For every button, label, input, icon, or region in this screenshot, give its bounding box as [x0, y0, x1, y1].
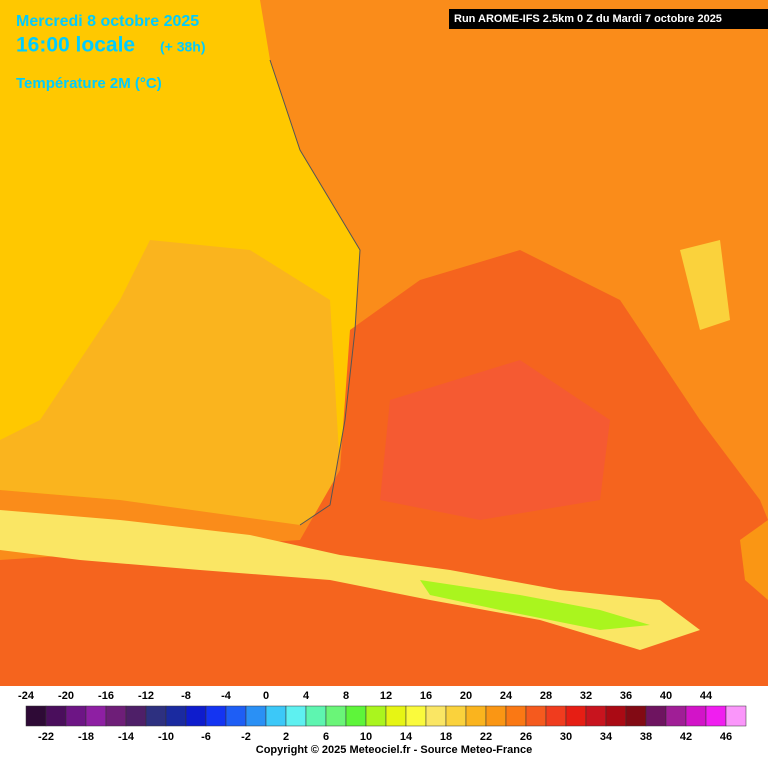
legend-label: 26 — [520, 731, 532, 743]
legend-label: 4 — [303, 690, 310, 702]
legend-label: -24 — [18, 690, 35, 702]
legend-swatch — [585, 705, 607, 727]
legend-label: 36 — [620, 690, 632, 702]
legend-swatch — [465, 705, 487, 727]
legend-swatch — [245, 705, 267, 727]
legend-label: 42 — [680, 731, 692, 743]
legend-swatch — [325, 705, 347, 727]
legend-swatch — [225, 705, 247, 727]
legend-swatch — [605, 705, 627, 727]
legend-swatch — [285, 705, 307, 727]
legend-swatch — [445, 705, 467, 727]
legend-label: 32 — [580, 690, 592, 702]
variable: Température 2M (°C) — [16, 75, 162, 92]
legend-swatch — [165, 705, 187, 727]
legend-label: 24 — [500, 690, 513, 702]
legend-label: -12 — [138, 690, 154, 702]
legend-swatch — [485, 705, 507, 727]
legend-label: 40 — [660, 690, 672, 702]
legend-label: 28 — [540, 690, 552, 702]
legend-label: 18 — [440, 731, 452, 743]
copyright: Copyright © 2025 Meteociel.fr - Source M… — [256, 744, 532, 756]
legend-label: 44 — [700, 690, 713, 702]
date: Mercredi 8 octobre 2025 — [16, 13, 199, 30]
legend-swatch — [105, 705, 127, 727]
legend-swatch — [345, 705, 367, 727]
run-info: Run AROME-IFS 2.5km 0 Z du Mardi 7 octob… — [454, 13, 722, 25]
legend-label: 30 — [560, 731, 572, 743]
legend-swatch — [85, 705, 107, 727]
legend-swatch — [205, 705, 227, 727]
legend-background — [0, 686, 768, 768]
legend-swatch — [545, 705, 567, 727]
legend-label: -22 — [38, 731, 54, 743]
legend-label: -14 — [118, 731, 135, 743]
legend-swatch — [145, 705, 167, 727]
legend-swatch — [25, 705, 47, 727]
legend-swatch — [685, 705, 707, 727]
legend-swatch — [725, 705, 747, 727]
legend-swatch — [525, 705, 547, 727]
legend-label: -8 — [181, 690, 191, 702]
legend-swatch — [265, 705, 287, 727]
legend-swatch — [705, 705, 727, 727]
legend-label: 20 — [460, 690, 472, 702]
legend-swatch — [505, 705, 527, 727]
legend-swatch — [625, 705, 647, 727]
legend-label: 0 — [263, 690, 269, 702]
legend-label: 22 — [480, 731, 492, 743]
legend-swatch — [185, 705, 207, 727]
legend-label: -6 — [201, 731, 211, 743]
legend-swatch — [385, 705, 407, 727]
hot-zone — [380, 360, 610, 520]
legend-swatch — [45, 705, 67, 727]
legend-label: 12 — [380, 690, 392, 702]
time: 16:00 locale — [16, 34, 135, 57]
offset: (+ 38h) — [160, 39, 206, 55]
legend-label: 38 — [640, 731, 652, 743]
legend-swatch — [665, 705, 687, 727]
legend-swatch — [425, 705, 447, 727]
legend-label: 10 — [360, 731, 372, 743]
legend-swatch — [305, 705, 327, 727]
sea-east — [740, 520, 768, 600]
legend-label: -18 — [78, 731, 94, 743]
legend-label: 8 — [343, 690, 349, 702]
legend-swatch — [365, 705, 387, 727]
legend-label: 34 — [600, 731, 613, 743]
legend-label: 16 — [420, 690, 432, 702]
legend-label: -10 — [158, 731, 174, 743]
legend-label: 46 — [720, 731, 732, 743]
legend-label: -4 — [221, 690, 232, 702]
legend-label: 2 — [283, 731, 289, 743]
legend-swatch — [125, 705, 147, 727]
legend-swatch — [65, 705, 87, 727]
legend-label: 14 — [400, 731, 413, 743]
legend-label: -2 — [241, 731, 251, 743]
sea-south — [0, 240, 340, 530]
legend-swatch — [405, 705, 427, 727]
legend-label: -20 — [58, 690, 74, 702]
legend-label: 6 — [323, 731, 329, 743]
legend-swatch — [645, 705, 667, 727]
legend-swatch — [565, 705, 587, 727]
legend-label: -16 — [98, 690, 114, 702]
peaks — [420, 580, 650, 630]
run-box — [449, 9, 768, 29]
coastline — [269, 59, 361, 526]
massif — [680, 240, 730, 330]
